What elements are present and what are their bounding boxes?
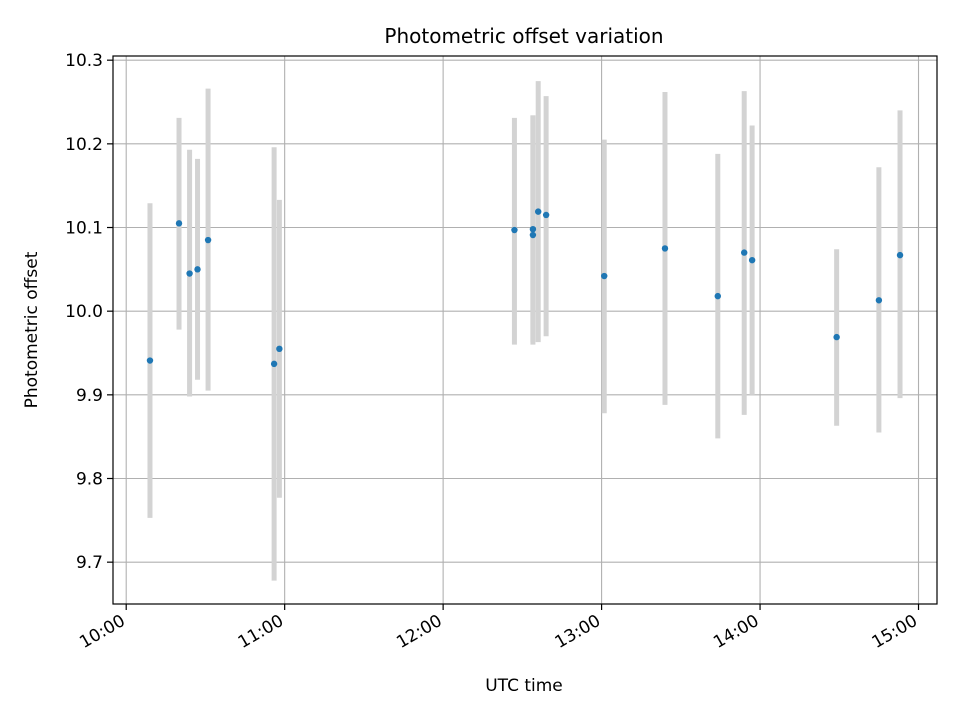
data-point [741, 249, 748, 256]
gridlines [113, 56, 937, 604]
x-axis-label: UTC time [485, 676, 563, 696]
data-point [535, 208, 542, 215]
data-point [276, 345, 283, 353]
data-point [748, 256, 756, 264]
plot-frame [112, 55, 938, 605]
y-tick-label: 10.2 [65, 135, 103, 155]
data-point [833, 333, 840, 341]
chart-title: Photometric offset variation [384, 24, 663, 48]
y-tick-label: 9.7 [76, 553, 103, 573]
data-point [511, 226, 518, 234]
data-point [542, 211, 550, 219]
y-tick-label: 10.0 [65, 302, 103, 322]
y-tick-label: 9.8 [76, 470, 103, 490]
data-point [714, 292, 721, 300]
data-point [204, 236, 212, 244]
data-points [146, 208, 904, 368]
data-point [896, 251, 904, 259]
y-tick-label: 10.3 [65, 51, 103, 71]
data-point [875, 297, 883, 304]
data-point [529, 231, 537, 239]
data-point [186, 270, 193, 277]
y-axis-label: Photometric offset [22, 251, 42, 408]
data-point [194, 266, 201, 273]
data-point [146, 357, 154, 364]
data-point [601, 272, 608, 280]
data-point [175, 220, 183, 227]
y-tick-label: 9.9 [76, 386, 103, 406]
data-point [529, 225, 537, 233]
data-point [661, 245, 669, 252]
y-tick-label: 10.1 [65, 219, 103, 239]
data-point [270, 360, 278, 368]
y-axis-ticks: 9.7 9.8 9.9 10.0 10.1 10.2 10.3 [65, 51, 113, 573]
